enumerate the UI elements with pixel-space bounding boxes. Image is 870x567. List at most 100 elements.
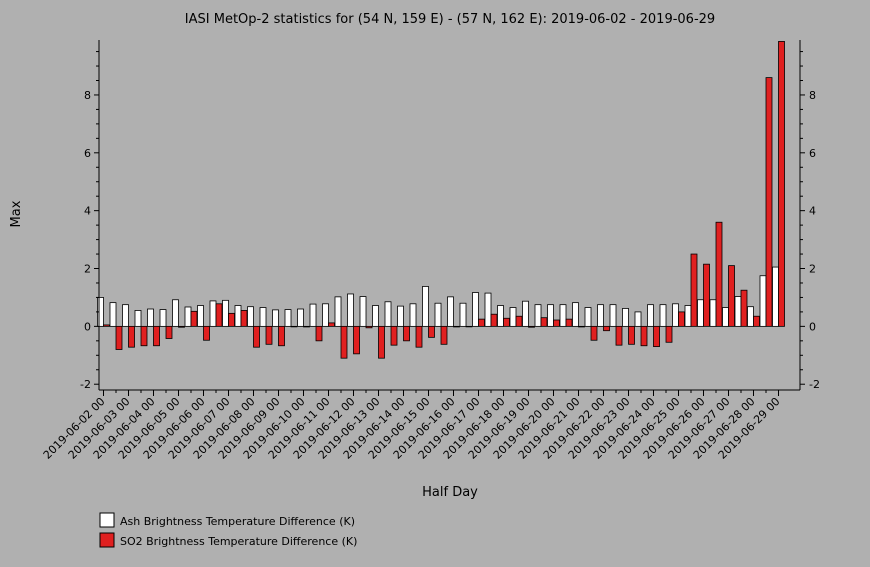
legend: Ash Brightness Temperature Difference (K…: [99, 512, 357, 548]
ash-bar: [172, 299, 179, 327]
y-tick-label-right: 4: [809, 205, 816, 218]
ash-bar: [159, 309, 167, 327]
ash-bar: [409, 303, 417, 327]
so2-bar: [740, 289, 748, 327]
ash-bar: [734, 296, 742, 327]
ash-bar: [584, 307, 592, 327]
ash-bar: [222, 299, 229, 327]
ash-bar: [334, 296, 342, 327]
legend-swatch-so2: [99, 532, 115, 548]
so2-bar: [178, 325, 185, 328]
so2-bar: [528, 325, 535, 328]
so2-bar: [440, 325, 448, 345]
ash-bar: [509, 307, 517, 327]
so2-bar: [578, 325, 585, 328]
ash-bar: [472, 292, 479, 327]
ash-bar: [459, 302, 467, 327]
so2-bar: [365, 325, 373, 329]
so2-bar: [103, 324, 110, 327]
so2-bar: [478, 318, 485, 327]
so2-bar: [665, 325, 673, 343]
ash-bar: [397, 305, 404, 327]
ash-bar: [134, 310, 142, 327]
so2-bar: [253, 325, 260, 348]
y-axis-title: Max: [9, 200, 24, 227]
so2-bar: [403, 325, 410, 342]
so2-bar: [728, 265, 735, 327]
ash-bar: [534, 304, 542, 327]
so2-bar: [603, 325, 610, 332]
ash-bar: [497, 305, 504, 327]
y-tick-label-right: 6: [809, 147, 816, 160]
y-tick-label-right: 2: [809, 263, 816, 276]
ash-bar: [184, 306, 192, 327]
ash-bar: [384, 301, 392, 327]
y-tick-label-right: -2: [809, 378, 820, 391]
ash-bar: [297, 308, 304, 327]
ash-bar: [247, 306, 254, 327]
so2-bar: [453, 325, 460, 328]
ash-bar: [572, 302, 579, 327]
y-tick-label-left: 2: [84, 263, 91, 276]
ash-bar: [422, 286, 429, 327]
legend-label-ash: Ash Brightness Temperature Difference (K…: [120, 515, 355, 528]
so2-bar: [390, 325, 398, 346]
ash-bar: [709, 299, 717, 327]
so2-bar: [190, 310, 198, 327]
so2-bar: [315, 325, 323, 342]
so2-bar: [715, 221, 723, 327]
so2-bar: [590, 325, 598, 341]
ash-bar: [197, 305, 204, 327]
ash-bar: [684, 305, 692, 327]
so2-bar: [228, 312, 235, 327]
ash-bar: [559, 304, 567, 327]
so2-bar: [240, 310, 248, 327]
y-tick-label-left: 4: [84, 205, 91, 218]
so2-bar: [628, 325, 635, 345]
y-tick-label-left: 6: [84, 147, 91, 160]
so2-bar: [340, 325, 348, 359]
so2-bar: [278, 325, 285, 347]
ash-bar: [672, 303, 679, 327]
ash-bar: [609, 304, 617, 327]
so2-bar: [778, 41, 785, 327]
ash-bar: [647, 304, 654, 327]
ash-bar: [772, 266, 779, 327]
ash-bar: [209, 300, 217, 327]
so2-bar: [290, 325, 298, 328]
ash-bar: [484, 292, 492, 327]
ash-bar: [597, 304, 604, 327]
ash-bar: [434, 302, 442, 327]
legend-label-so2: SO2 Brightness Temperature Difference (K…: [120, 535, 357, 548]
so2-bar: [265, 325, 273, 345]
so2-bar: [553, 319, 560, 327]
y-axis-ticks: -2 -2 0 0 2 2 4 4 6 6 8 8: [80, 51, 820, 391]
so2-bar: [640, 325, 648, 347]
so2-bar: [140, 325, 148, 347]
so2-bar: [465, 325, 473, 328]
so2-bar: [490, 313, 498, 327]
y-tick-label-right: 8: [809, 89, 816, 102]
chart-title: IASI MetOp-2 statistics for (54 N, 159 E…: [185, 12, 715, 27]
ash-bar: [322, 303, 329, 327]
ash-series: [97, 266, 779, 327]
ash-bar: [634, 311, 642, 327]
so2-bar: [565, 318, 573, 327]
so2-bar: [115, 325, 123, 350]
so2-bar: [653, 325, 660, 348]
ash-bar: [372, 305, 379, 327]
so2-bar: [428, 325, 435, 338]
ash-bar: [697, 299, 704, 327]
so2-bar: [303, 325, 310, 328]
ash-bar: [747, 306, 754, 327]
ash-bar: [547, 304, 554, 327]
so2-bar: [615, 325, 623, 346]
so2-bar: [353, 325, 360, 355]
so2-bar: [678, 311, 685, 327]
ash-bar: [622, 308, 629, 327]
so2-bar: [153, 325, 160, 347]
ash-bar: [447, 296, 454, 327]
